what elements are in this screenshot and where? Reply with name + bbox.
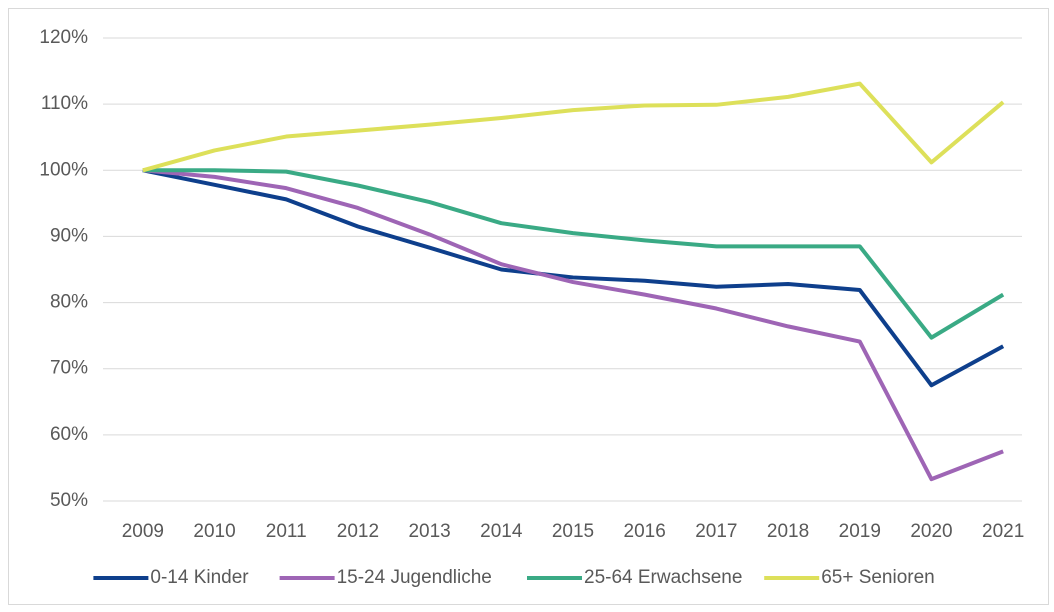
legend-label: 15-24 Jugendliche	[337, 567, 492, 588]
x-tick-label: 2016	[624, 521, 666, 542]
y-tick-label: 110%	[41, 93, 88, 114]
x-tick-label: 2013	[408, 521, 450, 542]
x-tick-label: 2015	[552, 521, 594, 542]
y-tick-label: 70%	[50, 358, 88, 379]
x-tick-label: 2009	[122, 521, 164, 542]
legend-label: 65+ Senioren	[821, 567, 935, 588]
y-tick-label: 90%	[50, 225, 88, 246]
chart-border	[8, 8, 1049, 605]
legend-label: 25-64 Erwachsene	[584, 567, 742, 588]
x-tick-label: 2018	[767, 521, 809, 542]
x-tick-label: 2017	[695, 521, 737, 542]
x-tick-label: 2011	[266, 521, 307, 542]
legend-label: 0-14 Kinder	[150, 567, 249, 588]
series-line	[142, 168, 1005, 388]
y-tick-label: 100%	[39, 159, 88, 180]
x-tick-label: 2021	[982, 521, 1024, 542]
x-tick-label: 2014	[480, 521, 523, 542]
x-tick-label: 2010	[193, 521, 235, 542]
y-tick-label: 120%	[39, 27, 88, 48]
y-tick-label: 80%	[50, 292, 88, 313]
series-line	[142, 168, 1005, 340]
y-tick-label: 60%	[50, 424, 88, 445]
series-line	[142, 168, 1004, 482]
x-tick-label: 2012	[337, 521, 379, 542]
x-tick-label: 2020	[910, 521, 952, 542]
x-tick-label: 2019	[839, 521, 881, 542]
y-tick-label: 50%	[50, 490, 88, 511]
series-line	[142, 81, 1005, 173]
